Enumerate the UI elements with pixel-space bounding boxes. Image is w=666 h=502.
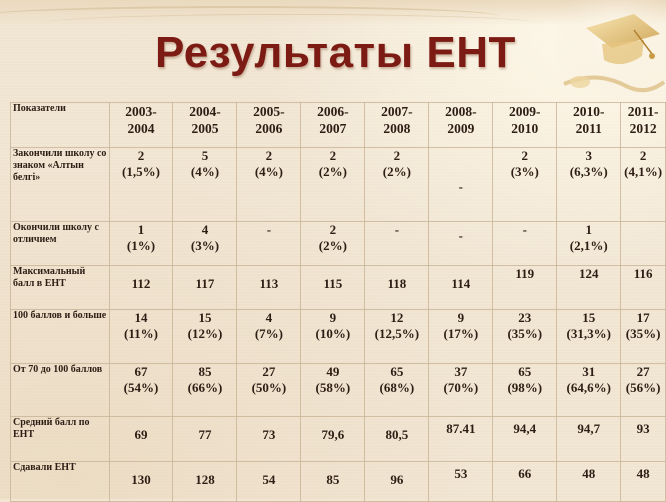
table-cell: 23 (35%) — [492, 309, 558, 364]
table-cell: 116 — [620, 265, 666, 310]
table-cell: 17 (35%) — [620, 309, 666, 364]
table-cell: 87.41 — [428, 416, 494, 462]
table-cell: 2 (4%) — [236, 147, 302, 222]
table-cell: - — [428, 221, 494, 266]
year-header-cell: 2006- 2007 — [300, 102, 366, 148]
table-cell: 2 (3%) — [492, 147, 558, 222]
table-cell: 2 (2%) — [364, 147, 430, 222]
table-cell: 119 — [492, 265, 558, 310]
year-header-cell: 2010- 2011 — [556, 102, 622, 148]
table-cell: 27 (50%) — [236, 363, 302, 417]
year-header-cell: 2003- 2004 — [108, 102, 174, 148]
row-label: Сдавали ЕНТ — [10, 461, 110, 502]
table-cell: 65 (68%) — [364, 363, 430, 417]
page-title: Результаты ЕНТ — [155, 28, 516, 77]
table-cell: 112 — [108, 265, 174, 310]
row-label: Максимальный балл в ЕНТ — [10, 265, 110, 310]
table-cell: - — [236, 221, 302, 266]
table-cell: 9 (17%) — [428, 309, 494, 364]
table-cell: 94,7 — [556, 416, 622, 462]
table-cell: 96 — [364, 461, 430, 502]
table-cell: 79,6 — [300, 416, 366, 462]
table-cell: 118 — [364, 265, 430, 310]
table-cell: 1 (2,1%) — [556, 221, 622, 266]
year-header-cell: 2011- 2012 — [620, 102, 666, 148]
table-cell: 113 — [236, 265, 302, 310]
table-cell: 2 (2%) — [300, 221, 366, 266]
table-cell: 69 — [108, 416, 174, 462]
table-cell: 2 (1,5%) — [108, 147, 174, 222]
year-header-cell: 2009- 2010 — [492, 102, 558, 148]
table-cell: 66 — [492, 461, 558, 502]
table-cell: 93 — [620, 416, 666, 462]
table-cell: 12 (12,5%) — [364, 309, 430, 364]
table-cell: 15 (12%) — [172, 309, 238, 364]
table-cell: 94,4 — [492, 416, 558, 462]
row-label: Средний балл по ЕНТ — [10, 416, 110, 462]
table-row-100-plus: 100 баллов и больше 14 (11%) 15 (12%) 4 … — [10, 309, 666, 364]
table-cell: 2 (2%) — [300, 147, 366, 222]
table-cell: 85 — [300, 461, 366, 502]
table-cell: 1 (1%) — [108, 221, 174, 266]
decor-wave — [0, 6, 500, 26]
table-cell: 5 (4%) — [172, 147, 238, 222]
table-cell: 15 (31,3%) — [556, 309, 622, 364]
table-cell: 117 — [172, 265, 238, 310]
results-table: Показатели 2003- 2004 2004- 2005 2005- 2… — [10, 102, 666, 502]
table-cell: 4 (7%) — [236, 309, 302, 364]
table-cell: 2 (4,1%) — [620, 147, 666, 222]
table-cell: 65 (98%) — [492, 363, 558, 417]
header-label-cell: Показатели — [10, 102, 110, 148]
table-cell: 85 (66%) — [172, 363, 238, 417]
year-header-cell: 2005- 2006 — [236, 102, 302, 148]
year-header-cell: 2008- 2009 — [428, 102, 494, 148]
year-header-cell: 2007- 2008 — [364, 102, 430, 148]
table-row-70-to-100: От 70 до 100 баллов 67 (54%) 85 (66%) 27… — [10, 363, 666, 417]
table-cell: 67 (54%) — [108, 363, 174, 417]
row-label: 100 баллов и больше — [10, 309, 110, 364]
table-row-gold-medal: Закончили школу со знаком «Алтын белгі» … — [10, 147, 666, 222]
table-cell: 4 (3%) — [172, 221, 238, 266]
table-cell: 128 — [172, 461, 238, 502]
table-cell: 73 — [236, 416, 302, 462]
decor-wave — [40, 14, 540, 33]
row-label: Окончили школу с отличием — [10, 221, 110, 266]
row-label: От 70 до 100 баллов — [10, 363, 110, 417]
top-decor-band — [0, 0, 666, 26]
table-cell: 9 (10%) — [300, 309, 366, 364]
graduation-cap-icon — [556, 0, 666, 100]
table-row-max-score: Максимальный балл в ЕНТ 112 117 113 115 … — [10, 265, 666, 310]
table-cell: 37 (70%) — [428, 363, 494, 417]
table-cell: 48 — [556, 461, 622, 502]
table-row-average: Средний балл по ЕНТ 69 77 73 79,6 80,5 8… — [10, 416, 666, 462]
table-cell — [620, 221, 666, 266]
table-cell: 27 (56%) — [620, 363, 666, 417]
row-label: Закончили школу со знаком «Алтын белгі» — [10, 147, 110, 222]
table-cell: 48 — [620, 461, 666, 502]
table-cell: - — [492, 221, 558, 266]
table-cell: - — [364, 221, 430, 266]
table-cell: 130 — [108, 461, 174, 502]
table-header-row: Показатели 2003- 2004 2004- 2005 2005- 2… — [10, 102, 666, 148]
table-cell: 80,5 — [364, 416, 430, 462]
table-cell: 54 — [236, 461, 302, 502]
table-cell: 49 (58%) — [300, 363, 366, 417]
table-cell: 114 — [428, 265, 494, 310]
table-cell: 115 — [300, 265, 366, 310]
table-cell: 77 — [172, 416, 238, 462]
table-cell: 14 (11%) — [108, 309, 174, 364]
table-cell: 3 (6,3%) — [556, 147, 622, 222]
table-cell: 53 — [428, 461, 494, 502]
table-cell: 31 (64,6%) — [556, 363, 622, 417]
table-row-took-exam: Сдавали ЕНТ 130 128 54 85 96 53 66 48 48 — [10, 461, 666, 502]
table-cell: - — [428, 147, 494, 222]
year-header-cell: 2004- 2005 — [172, 102, 238, 148]
table-row-honors: Окончили школу с отличием 1 (1%) 4 (3%) … — [10, 221, 666, 266]
table-cell: 124 — [556, 265, 622, 310]
